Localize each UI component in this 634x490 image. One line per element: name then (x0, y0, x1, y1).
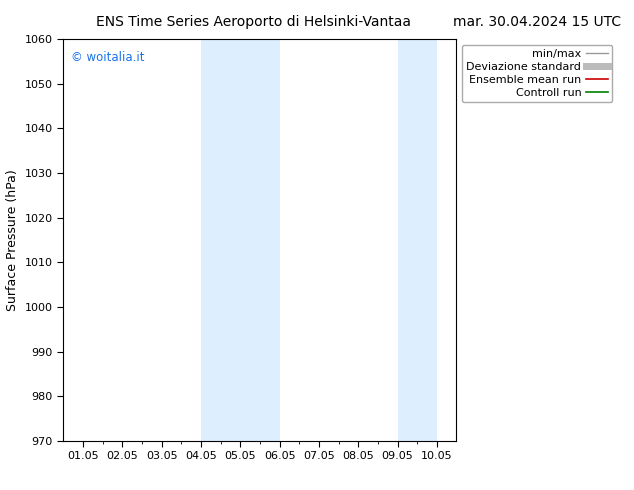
Legend: min/max, Deviazione standard, Ensemble mean run, Controll run: min/max, Deviazione standard, Ensemble m… (462, 45, 612, 102)
Y-axis label: Surface Pressure (hPa): Surface Pressure (hPa) (6, 169, 19, 311)
Text: mar. 30.04.2024 15 UTC: mar. 30.04.2024 15 UTC (453, 15, 621, 29)
Text: © woitalia.it: © woitalia.it (71, 51, 145, 64)
Text: ENS Time Series Aeroporto di Helsinki-Vantaa: ENS Time Series Aeroporto di Helsinki-Va… (96, 15, 411, 29)
Bar (398, 39, 437, 441)
Bar (201, 39, 240, 441)
Bar (240, 39, 280, 441)
